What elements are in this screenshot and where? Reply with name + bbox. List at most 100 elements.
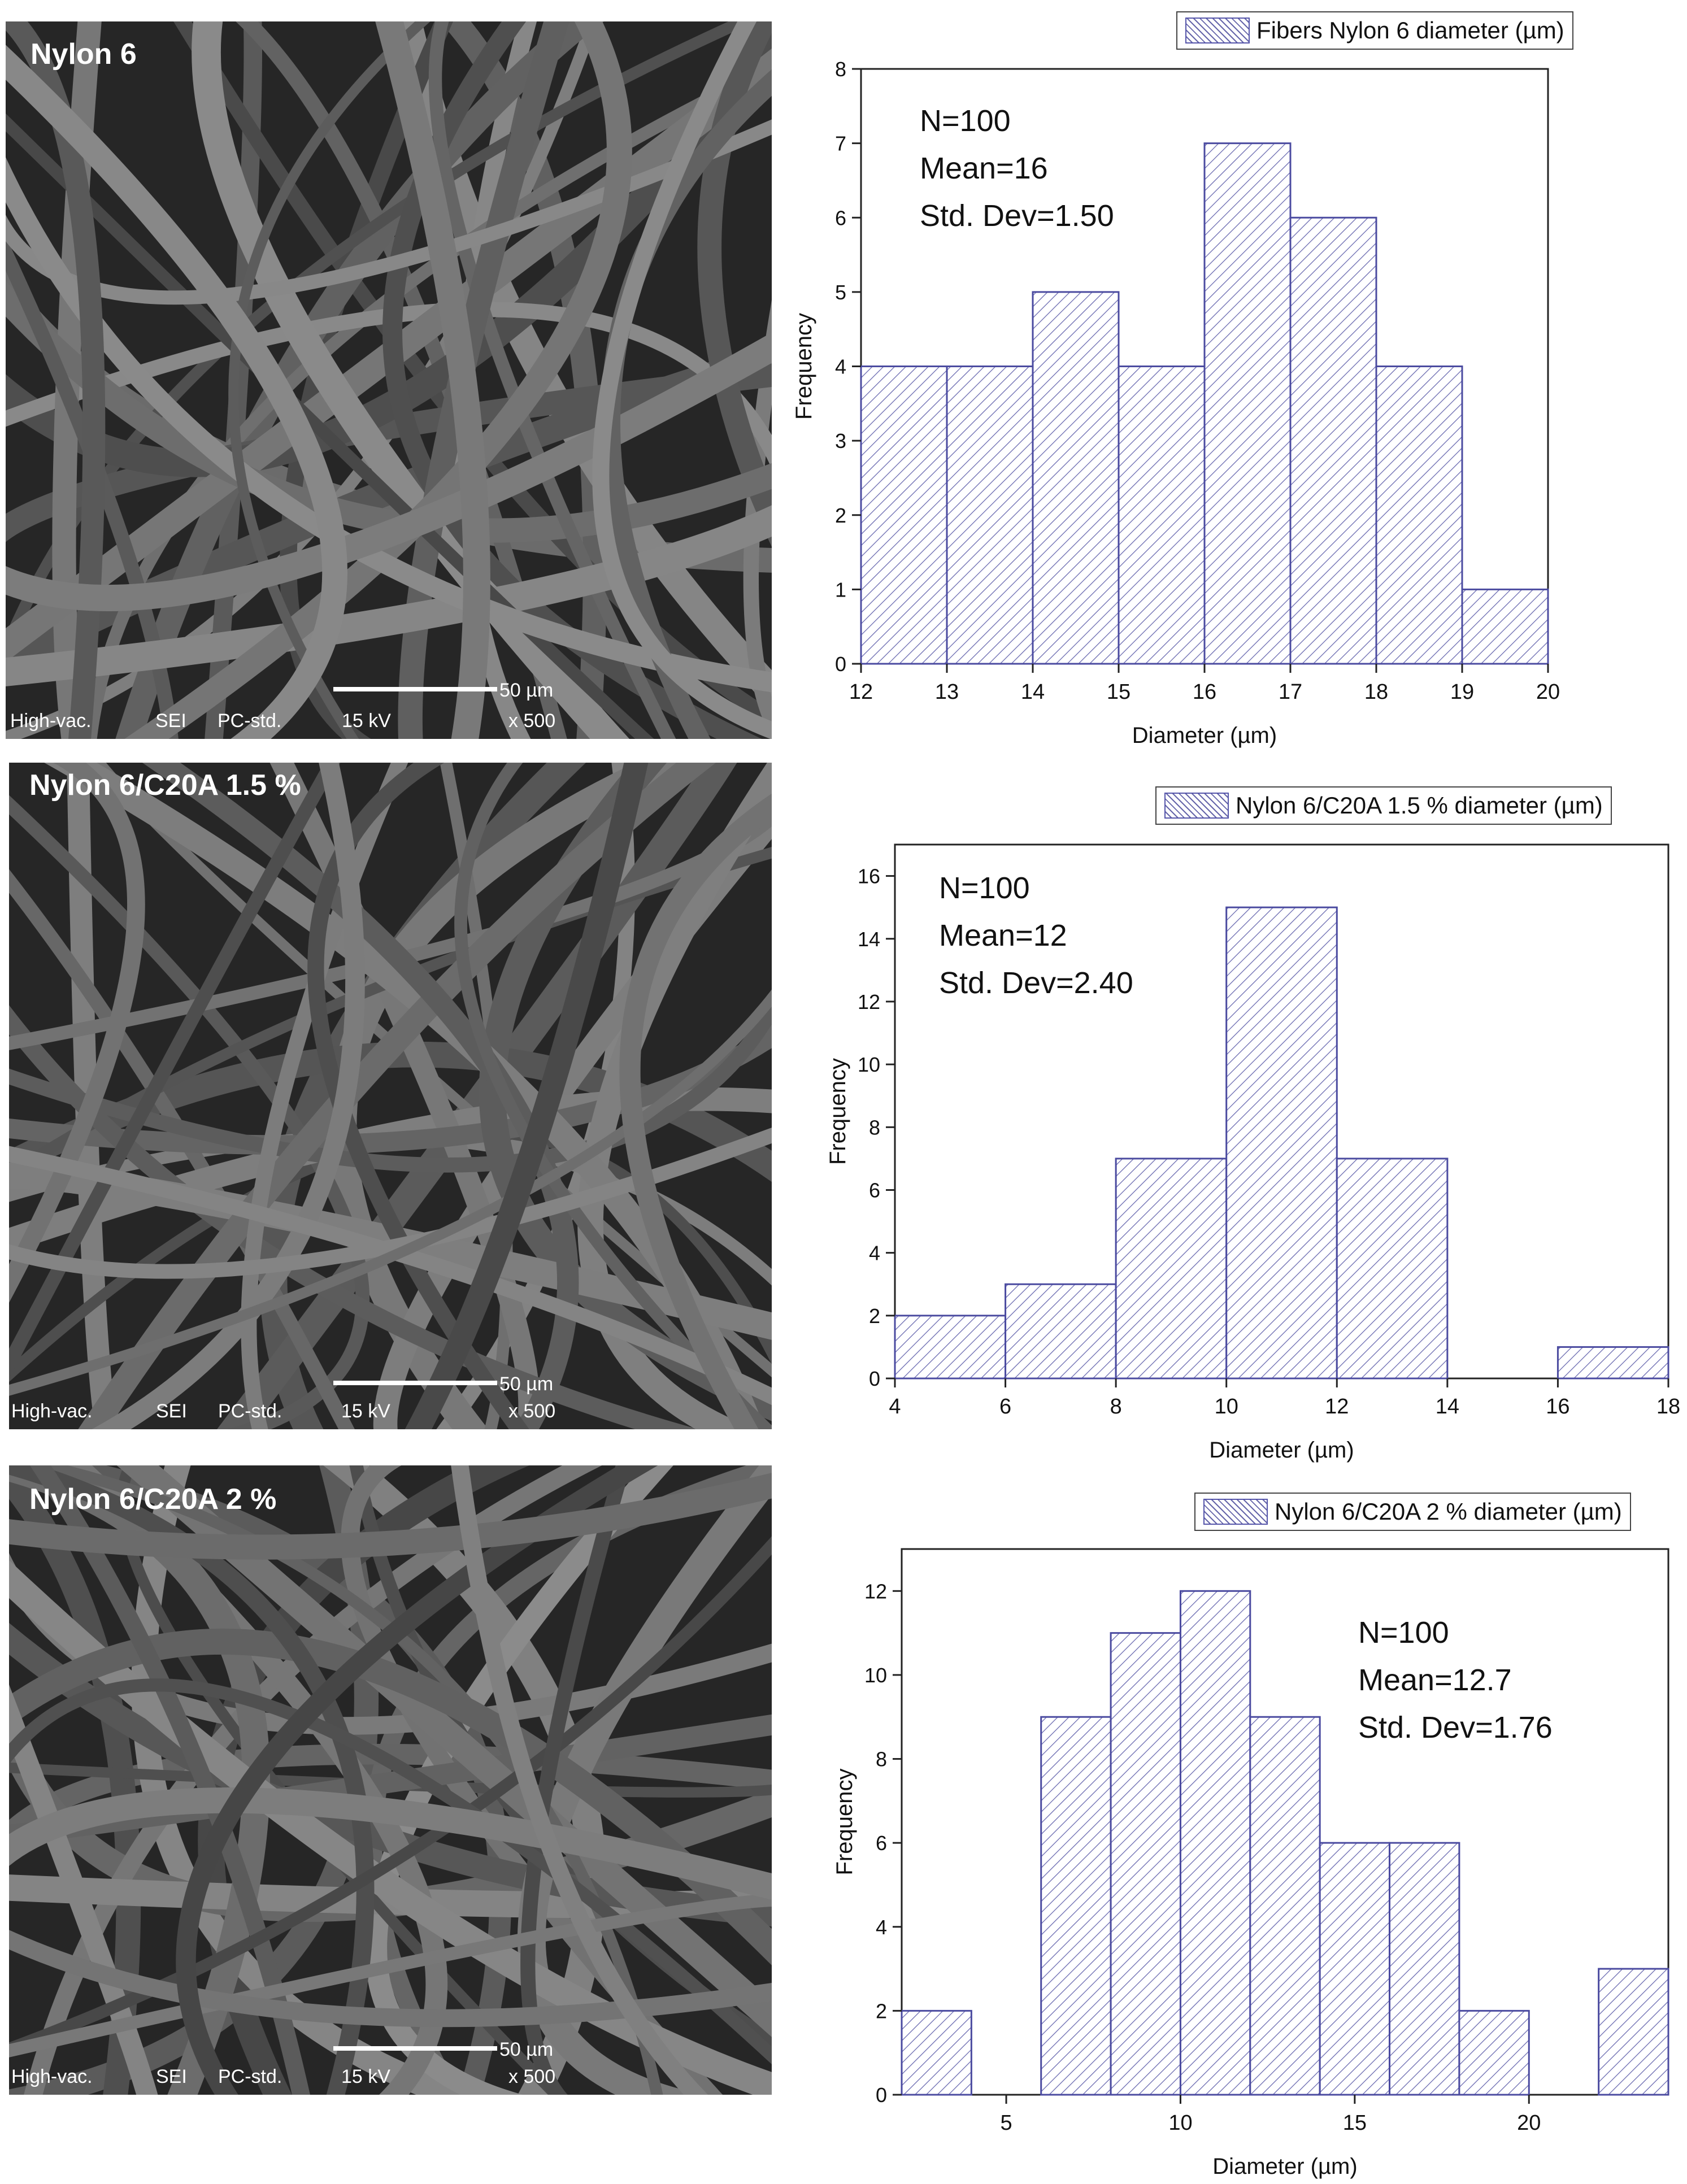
fiber <box>9 1465 375 2095</box>
y-tick-label: 5 <box>835 281 846 304</box>
legend-label: Fibers Nylon 6 diameter (µm) <box>1256 17 1564 43</box>
fiber <box>520 1465 631 2095</box>
y-tick-label: 12 <box>858 990 880 1013</box>
fiber <box>405 763 649 1429</box>
scale-bar <box>333 2046 497 2051</box>
footer-mode: PC-std. <box>218 2066 282 2087</box>
scale-label: 50 µm <box>499 680 554 701</box>
histogram-bar <box>1203 142 1292 665</box>
x-tick-label: 10 <box>1168 2111 1192 2135</box>
histogram-bar <box>1110 1632 1181 2096</box>
fiber <box>6 48 772 663</box>
stat-std: Std. Dev=1.50 <box>920 199 1114 233</box>
legend: Nylon 6/C20A 1.5 % diameter (µm) <box>1155 786 1612 825</box>
histogram-bar <box>1249 1716 1321 2096</box>
y-tick-label: 0 <box>869 1367 880 1390</box>
footer-detector: SEI <box>155 710 186 732</box>
footer-voltage: 15 kV <box>341 2066 390 2087</box>
x-tick-label: 13 <box>935 680 959 704</box>
fiber <box>9 1560 772 2095</box>
histogram-bar <box>1040 1716 1112 2096</box>
x-tick-label: 19 <box>1450 680 1474 704</box>
legend: Nylon 6/C20A 2 % diameter (µm) <box>1194 1493 1631 1531</box>
y-tick-label: 4 <box>869 1242 880 1265</box>
sem-footer: High-vac. SEI PC-std. 15 kV x 500 <box>6 701 772 739</box>
legend: Fibers Nylon 6 diameter (µm) <box>1176 11 1573 50</box>
histogram-bar <box>1461 588 1549 665</box>
y-tick-label: 6 <box>876 1831 887 1855</box>
histogram-bar <box>1115 1158 1228 1380</box>
footer-vacuum: High-vac. <box>11 2066 93 2087</box>
footer-magnification: x 500 <box>508 1400 556 1422</box>
footer-vacuum: High-vac. <box>10 710 92 732</box>
fiber <box>592 21 772 739</box>
histogram-bar <box>1336 1158 1449 1380</box>
sem-title: Nylon 6 <box>31 38 137 71</box>
stat-std: Std. Dev=1.76 <box>1358 1711 1553 1744</box>
stat-std: Std. Dev=2.40 <box>939 966 1133 1000</box>
y-axis-label: Frequency <box>832 1769 857 1876</box>
x-tick-label: 20 <box>1536 680 1560 704</box>
fiber <box>176 1465 658 2095</box>
x-tick-label: 8 <box>1110 1395 1122 1419</box>
sem-title: Nylon 6/C20A 2 % <box>29 1483 277 1516</box>
x-tick-label: 17 <box>1279 680 1302 704</box>
sem-image-c20a-2: Nylon 6/C20A 2 % 50 µm High-vac. SEI PC-… <box>9 1465 772 2095</box>
fiber <box>9 1930 772 2028</box>
fiber <box>307 763 529 1429</box>
fiber <box>9 1024 772 1155</box>
stats-box: N=100 Mean=12.7 Std. Dev=1.76 <box>1358 1609 1553 1751</box>
histogram-bar <box>1556 1346 1669 1380</box>
fiber <box>619 794 772 1429</box>
fiber <box>451 1465 708 2095</box>
y-tick-label: 10 <box>858 1053 880 1076</box>
x-tick-label: 16 <box>1546 1395 1569 1419</box>
histogram-bar <box>1118 366 1206 665</box>
fiber <box>697 21 772 547</box>
fiber <box>9 1146 772 1406</box>
histogram-svg: 4 6 8 10 12 14 16 18 0 2 4 6 8 10 12 14 16 Diameter (µm) F… <box>825 843 1680 1463</box>
y-tick-label: 6 <box>835 206 846 229</box>
footer-voltage: 15 kV <box>341 1400 390 1422</box>
sem-footer: High-vac. SEI PC-std. 15 kV x 500 <box>9 1391 772 1429</box>
stat-mean: Mean=12 <box>939 919 1067 952</box>
sem-footer: High-vac. SEI PC-std. 15 kV x 500 <box>9 2056 772 2095</box>
footer-mode: PC-std. <box>218 710 282 732</box>
scale-label: 50 µm <box>499 2039 554 2060</box>
stat-n: N=100 <box>939 871 1030 905</box>
x-axis-label: Diameter (µm) <box>1212 2154 1357 2179</box>
fiber <box>9 1787 772 1900</box>
legend-swatch <box>1203 1499 1268 1525</box>
x-tick-label: 14 <box>1436 1395 1459 1419</box>
stat-n: N=100 <box>920 104 1011 138</box>
y-tick-label: 1 <box>835 578 846 601</box>
x-tick-label: 20 <box>1517 2111 1541 2135</box>
y-tick-label: 2 <box>876 1999 887 2022</box>
y-tick-label: 16 <box>858 865 880 888</box>
histogram-svg: 5 10 15 20 0 2 4 6 8 10 12 Diameter (µm) Frequency <box>832 1548 1669 2179</box>
y-tick-label: 10 <box>864 1664 887 1687</box>
histogram-bar <box>894 1315 1007 1380</box>
x-tick-label: 4 <box>889 1395 901 1419</box>
x-tick-label: 16 <box>1193 680 1216 704</box>
y-tick-label: 2 <box>835 504 846 527</box>
y-tick-label: 4 <box>835 355 846 378</box>
histogram-nylon6: Fibers Nylon 6 diameter (µm) N=100 Mean=… <box>791 0 1687 757</box>
fiber-texture <box>9 763 772 1429</box>
x-tick-label: 18 <box>1656 1395 1680 1419</box>
x-tick-label: 10 <box>1215 1395 1238 1419</box>
sem-image-nylon6: Nylon 6 50 µm High-vac. SEI PC-std. 15 k… <box>6 21 772 739</box>
histogram-bar <box>901 2009 972 2096</box>
y-axis-label: Frequency <box>792 313 816 420</box>
y-tick-label: 8 <box>869 1116 880 1139</box>
histogram-bar <box>1032 291 1120 665</box>
y-tick-label: 3 <box>835 429 846 453</box>
y-tick-label: 12 <box>864 1580 887 1603</box>
stat-mean: Mean=12.7 <box>1358 1663 1512 1697</box>
footer-vacuum: High-vac. <box>11 1400 93 1422</box>
footer-detector: SEI <box>156 1400 187 1422</box>
y-tick-label: 8 <box>876 1748 887 1771</box>
footer-detector: SEI <box>156 2066 187 2087</box>
x-axis-label: Diameter (µm) <box>1209 1438 1354 1463</box>
